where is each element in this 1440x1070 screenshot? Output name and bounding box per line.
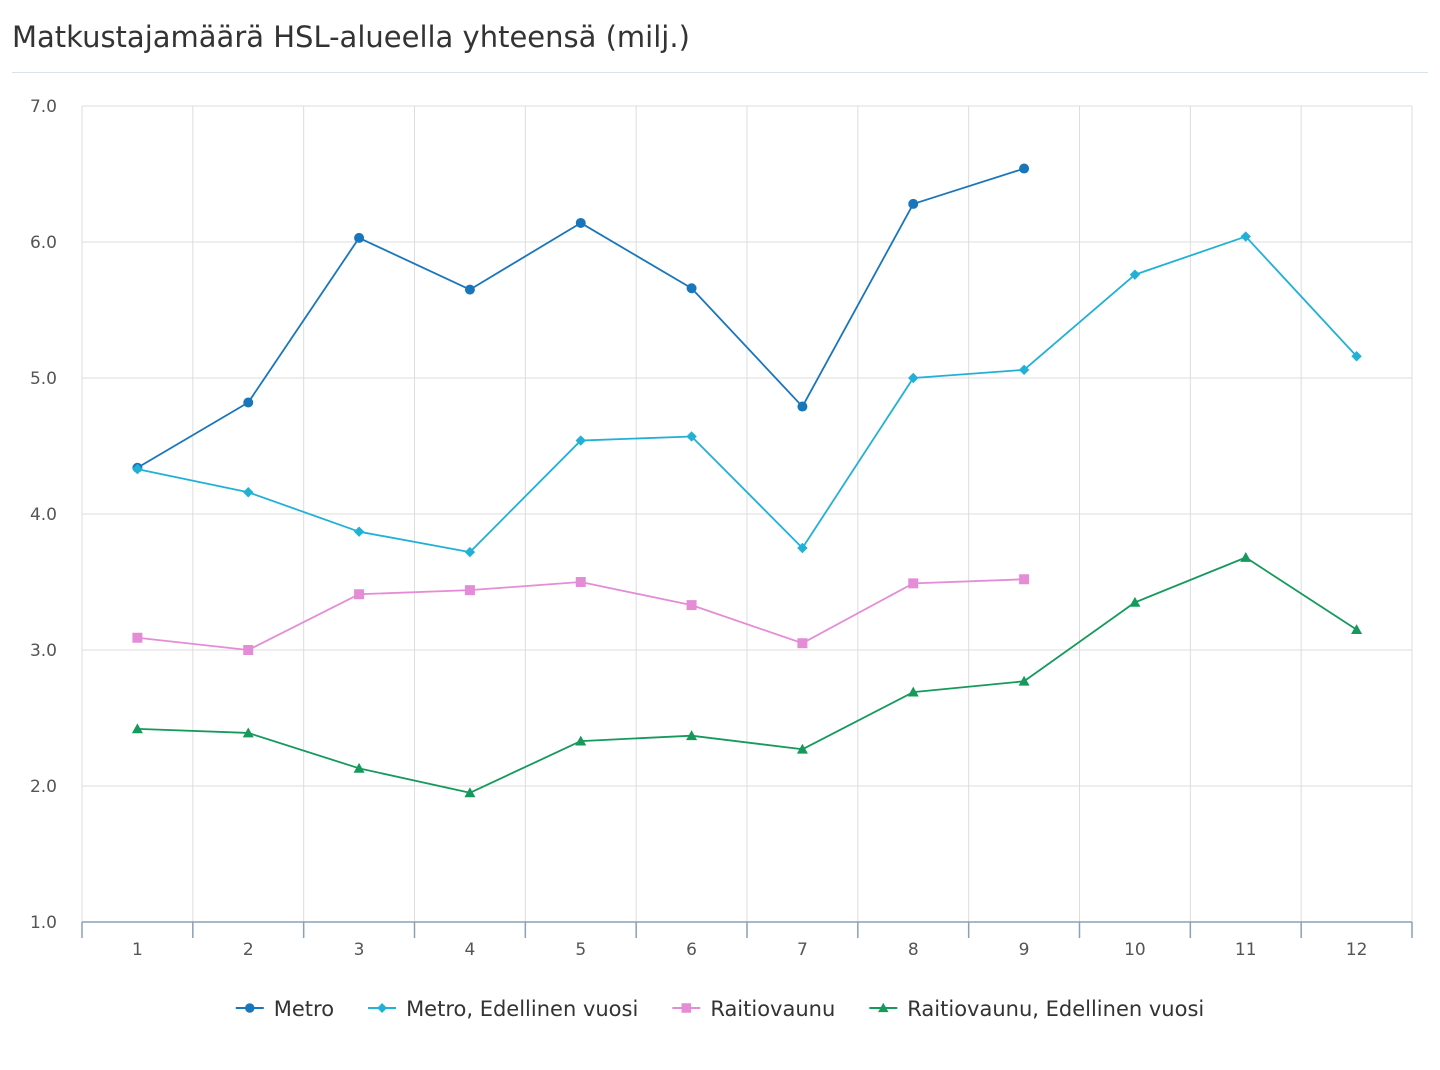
data-point [575,435,586,446]
series-line [137,556,1358,794]
series-layer [131,163,1363,798]
axes: 1.02.03.04.05.06.07.01 2 3 4 5 6 7 8 9 10 11 12 [30,97,1413,960]
legend-item-0[interactable]: Metro [235,997,334,1021]
data-point [1019,574,1030,585]
data-point [464,546,476,558]
series-line [136,167,1025,469]
x-tick-label: 4 [465,940,476,960]
data-point [464,284,475,295]
grid [81,105,1413,922]
legend-label: Metro, Edellinen vuosi [406,997,638,1021]
legend-item-3[interactable]: Raitiovaunu, Edellinen vuosi [869,997,1204,1021]
data-point [464,585,475,596]
legend-marker [377,1003,388,1013]
x-tick-label: 3 [354,940,365,960]
y-tick-label: 3.0 [30,641,57,661]
data-point [796,743,808,754]
legend-item-1[interactable]: Metro, Edellinen vuosi [368,997,638,1021]
data-point [132,632,143,643]
data-point [242,727,254,738]
data-point [243,487,254,498]
data-point [908,372,919,384]
data-point [1129,596,1141,607]
data-point [1240,552,1252,562]
data-point [243,397,254,408]
legend[interactable]: Metro Metro, Edellinen vuosi Raitiovaunu Ra… [235,997,1204,1021]
data-point [1129,269,1141,280]
legend-item-2[interactable]: Raitiovaunu [672,997,835,1021]
series-line [137,578,1025,651]
x-tick-label: 12 [1346,940,1368,960]
x-tick-label: 1 [132,940,143,960]
y-tick-label: 7.0 [30,97,57,117]
legend-label: Raitiovaunu [710,997,835,1021]
series-1 [132,231,1362,558]
data-point [1351,624,1363,634]
data-point [908,198,919,209]
x-tick-label: 2 [243,940,254,960]
data-point [1018,675,1030,686]
data-point [353,762,365,773]
data-point [797,542,808,554]
x-tick-label: 9 [1019,940,1030,960]
data-point [132,463,143,475]
series-2 [132,574,1030,655]
y-tick-label: 1.0 [30,913,57,933]
y-tick-label: 6.0 [30,233,57,253]
series-line [137,235,1358,553]
data-point [686,431,697,442]
data-point [1240,231,1251,242]
data-point [1018,364,1030,376]
data-point [464,787,476,798]
data-point [354,232,365,243]
data-point [797,638,808,649]
data-point [1019,163,1030,174]
data-point [686,730,698,741]
legend-marker [878,1002,889,1013]
x-tick-label: 5 [575,940,586,960]
data-point [1351,351,1362,362]
data-point [354,589,365,600]
chart-title: Matkustajamäärä HSL-alueella yhteensä (m… [12,20,690,54]
y-tick-label: 5.0 [30,369,57,389]
x-tick-label: 10 [1124,940,1146,960]
x-tick-label: 8 [908,940,919,960]
data-point [575,217,586,228]
data-point [686,283,697,294]
legend-label: Raitiovaunu, Edellinen vuosi [907,997,1204,1021]
data-point [907,686,919,697]
series-0 [132,163,1030,473]
data-point [575,577,586,587]
data-point [131,723,143,734]
x-tick-label: 6 [686,940,697,960]
series-3 [131,552,1363,798]
data-point [797,401,808,412]
legend-marker [681,1003,692,1013]
y-tick-label: 4.0 [30,505,57,525]
data-point [353,526,365,537]
data-point [575,735,587,746]
data-point [243,645,254,655]
x-tick-label: 11 [1235,940,1257,960]
legend-label: Metro [274,997,334,1021]
title-divider [12,72,1428,73]
data-point [686,600,697,611]
data-point [908,578,919,589]
x-tick-label: 7 [797,940,808,960]
legend-marker [245,1003,255,1013]
y-tick-label: 2.0 [30,777,57,797]
